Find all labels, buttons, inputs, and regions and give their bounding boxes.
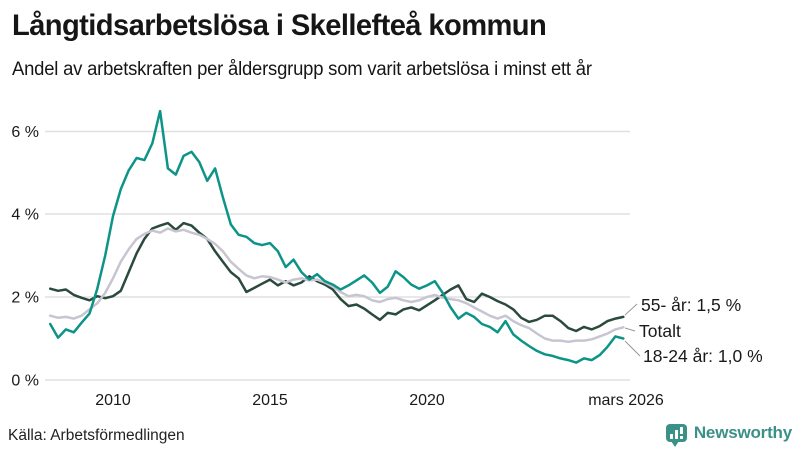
series-line-2 (48, 109, 625, 364)
series-label-55-ar: 55- år: 1,5 % (641, 295, 741, 315)
x-tick-2010: 2010 (95, 392, 131, 409)
page-title: Långtidsarbetslösa i Skellefteå kommun (12, 9, 547, 42)
series-label-18-24: 18-24 år: 1,0 % (643, 346, 763, 366)
x-tick-2020: 2020 (409, 392, 445, 409)
connector-55-ar (624, 303, 638, 316)
x-tick-mars-2026: mars 2026 (588, 392, 664, 409)
newsworthy-logo[interactable]: Newsworthy (665, 423, 792, 447)
connector-totalt (624, 327, 636, 332)
y-tick-2: 2 % (11, 290, 39, 307)
connector-18-24 (624, 340, 641, 357)
source-note: Källa: Arbetsförmedlingen (8, 427, 185, 444)
newsworthy-bubble-icon (665, 424, 687, 447)
series-label-totalt: Totalt (639, 321, 681, 341)
series-line-0 (48, 221, 625, 333)
newsworthy-wordmark: Newsworthy (693, 423, 792, 442)
series-line-1 (48, 227, 625, 344)
y-tick-6: 6 % (11, 124, 39, 141)
x-tick-2015: 2015 (252, 392, 288, 409)
y-tick-0: 0 % (11, 373, 39, 390)
y-tick-4: 4 % (11, 207, 39, 224)
chart-subtitle: Andel av arbetskraften per åldersgrupp s… (12, 59, 592, 80)
